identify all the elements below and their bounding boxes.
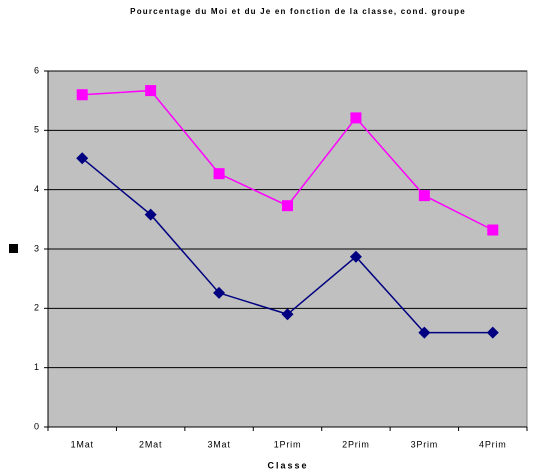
point-marker	[145, 85, 157, 97]
x-tick-label: 1Prim	[274, 439, 302, 449]
x-tick-label: 2Prim	[342, 439, 370, 449]
point-marker	[350, 112, 362, 124]
y-tick-label: 5	[34, 125, 39, 135]
point-marker	[281, 308, 294, 321]
point-marker	[213, 286, 226, 299]
y-tick-label: 3	[34, 243, 39, 253]
y-tick-label: 2	[34, 303, 39, 313]
point-marker	[418, 190, 430, 202]
point-marker	[144, 208, 157, 221]
x-tick-label: 2Mat	[139, 439, 162, 449]
x-axis-label: Classe	[267, 460, 308, 470]
point-marker	[487, 224, 499, 236]
chart-title: Pourcentage du Moi et du Je en fonction …	[130, 7, 466, 16]
y-tick-label: 1	[34, 362, 39, 372]
legend-key	[9, 244, 18, 253]
x-tick-label: 3Prim	[411, 439, 439, 449]
y-tick-label: 4	[34, 184, 39, 194]
point-marker	[213, 168, 225, 180]
point-marker	[76, 89, 88, 101]
y-tick-label: 0	[34, 421, 39, 431]
x-tick-label: 1Mat	[71, 439, 94, 449]
x-tick-label: 4Prim	[479, 439, 507, 449]
y-tick-label: 6	[34, 65, 39, 75]
point-marker	[418, 326, 431, 339]
point-marker	[349, 250, 362, 263]
point-marker	[486, 326, 499, 339]
point-marker	[282, 200, 293, 212]
x-tick-label: 3Mat	[207, 439, 230, 449]
point-marker	[76, 152, 89, 165]
